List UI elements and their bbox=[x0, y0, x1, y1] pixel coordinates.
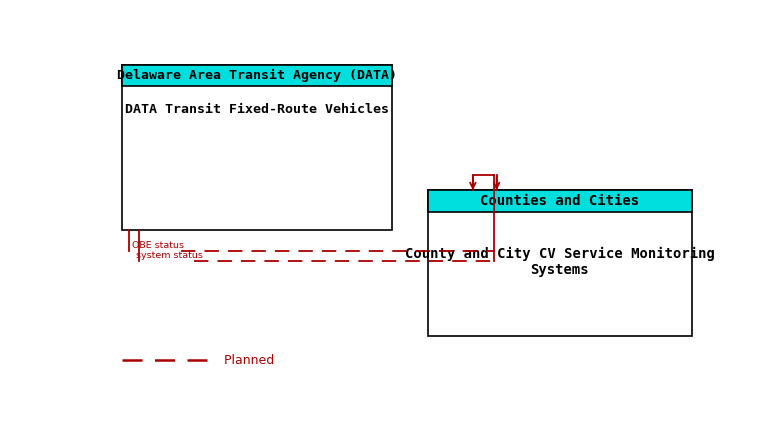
Text: Counties and Cities: Counties and Cities bbox=[480, 194, 640, 208]
Bar bbox=[122, 65, 392, 230]
Text: OBE status: OBE status bbox=[132, 241, 185, 250]
Bar bbox=[428, 190, 692, 335]
Text: Planned: Planned bbox=[216, 354, 274, 367]
Bar bbox=[428, 190, 692, 212]
Bar bbox=[122, 65, 392, 86]
Text: County and City CV Service Monitoring
Systems: County and City CV Service Monitoring Sy… bbox=[405, 247, 715, 277]
Text: system status: system status bbox=[136, 251, 203, 260]
Text: Delaware Area Transit Agency (DATA): Delaware Area Transit Agency (DATA) bbox=[117, 69, 396, 82]
Text: DATA Transit Fixed-Route Vehicles: DATA Transit Fixed-Route Vehicles bbox=[125, 103, 389, 116]
